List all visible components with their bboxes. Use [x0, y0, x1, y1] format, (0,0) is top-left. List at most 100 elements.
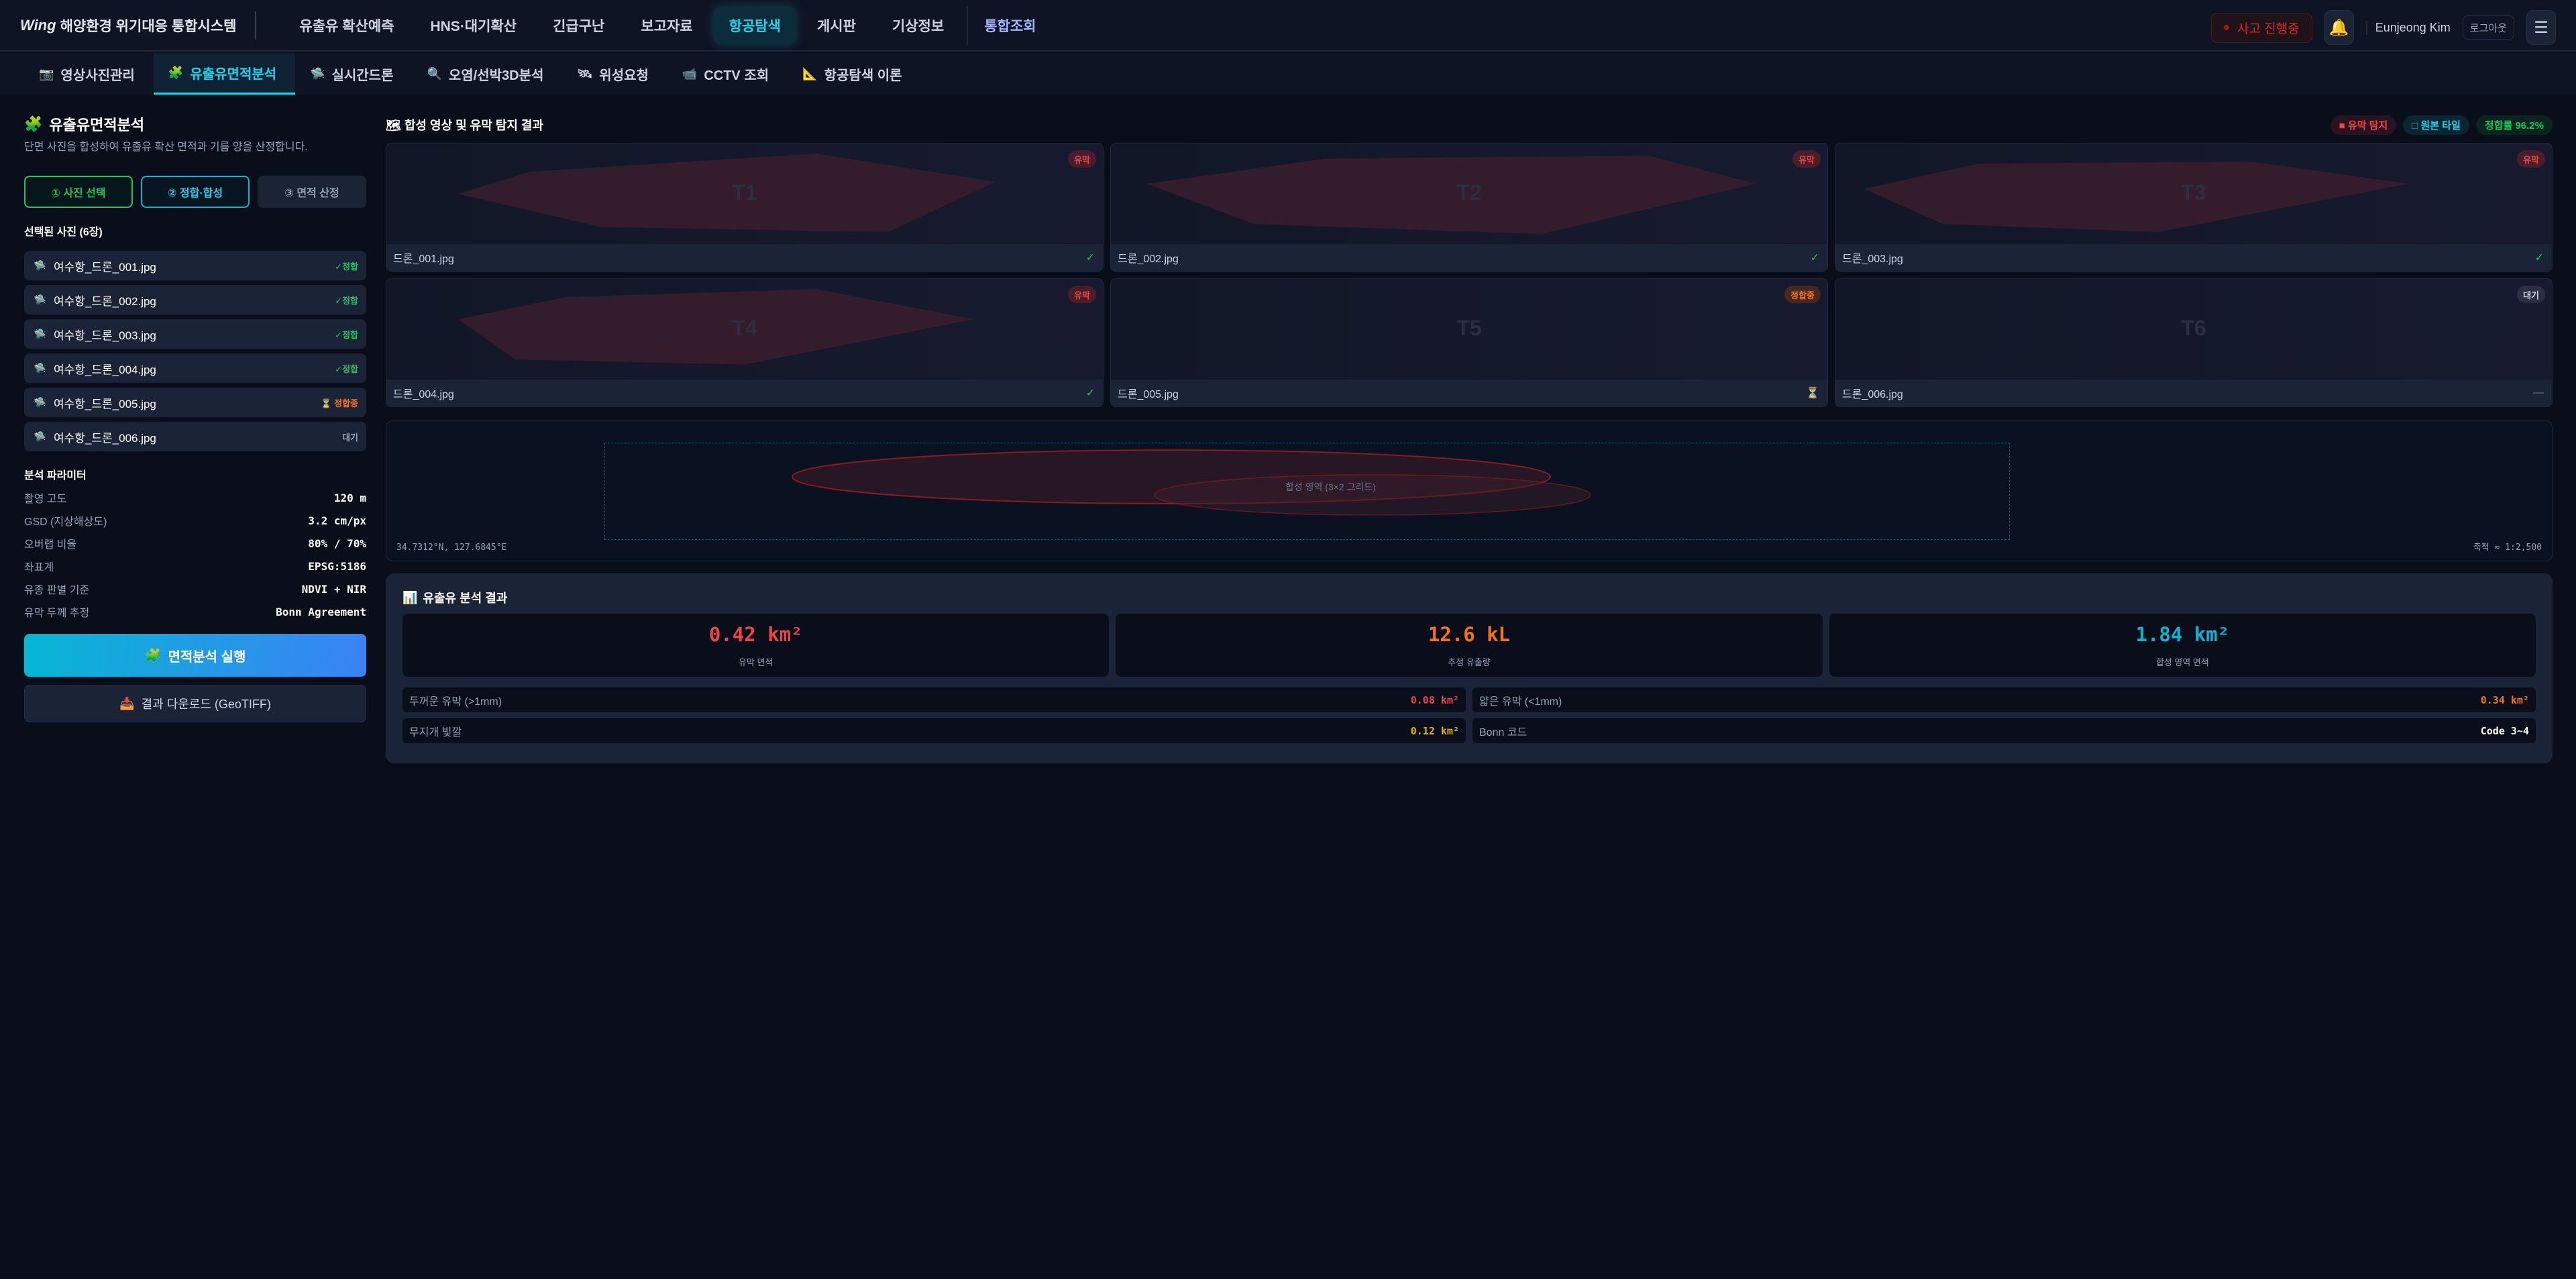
- download-icon: 📥: [119, 696, 135, 710]
- param-label: 오버랩 비율: [24, 539, 77, 551]
- section-title-text: 합성 영상 및 유막 탐지 결과: [404, 119, 544, 132]
- tab-photo-management[interactable]: 📷 영상사진관리: [24, 53, 154, 95]
- tab-aerial-theory[interactable]: 📐 항공탐색 이론: [788, 53, 920, 95]
- button-label: 면적분석 실행: [168, 649, 246, 665]
- app-title: 해양환경 위기대응 통합시스템: [60, 18, 237, 34]
- list-item[interactable]: 🛸 여수항_드론_005.jpg ⏳ 정합중: [24, 388, 366, 417]
- nav-weather[interactable]: 기상정보: [892, 18, 945, 34]
- section-title: 🗺 합성 영상 및 유막 탐지 결과: [386, 116, 543, 133]
- image-tile[interactable]: T2 유막 드론_002.jpg ✓: [1110, 143, 1828, 272]
- triangle-ruler-icon: 📐: [802, 66, 818, 80]
- tab-satellite-request[interactable]: 🛰 위성요청: [562, 53, 667, 95]
- stat-card-oil-area: 0.42 km² 유막 면적: [402, 614, 1110, 677]
- nav-hns-dispersion[interactable]: HNS·대기확산: [430, 18, 517, 34]
- tile-filename: 드론_002.jpg: [1118, 254, 1179, 265]
- param-value: 80% / 70%: [308, 537, 366, 550]
- registration-rate-badge: 정합률 96.2%: [2475, 115, 2553, 135]
- nav-board[interactable]: 게시판: [816, 18, 856, 34]
- param-label: 좌표계: [24, 562, 54, 573]
- tile-label: T2: [1456, 180, 1482, 205]
- status-dot-icon: [2224, 25, 2230, 30]
- run-area-analysis-button[interactable]: 🧩 면적분석 실행: [24, 634, 366, 677]
- tab-label: CCTV 조회: [704, 68, 769, 83]
- app-logo[interactable]: Wing 해양환경 위기대응 통합시스템: [20, 15, 236, 36]
- param-label: 유종 판별 기준: [24, 585, 90, 596]
- image-tile[interactable]: T4 유막 드론_004.jpg ✓: [386, 278, 1104, 407]
- tab-label: 영상사진관리: [60, 68, 135, 83]
- puzzle-icon: 🧩: [168, 66, 184, 79]
- stat-card-estimated-volume: 12.6 kL 추정 유출량: [1116, 614, 1823, 677]
- param-value: 120 m: [333, 491, 366, 504]
- nav-aerial-search[interactable]: 항공탐색: [712, 5, 797, 45]
- satellite-icon: 🛰: [577, 66, 593, 80]
- list-item[interactable]: 🛸 여수항_드론_001.jpg ✓정합: [24, 251, 366, 280]
- step-area-calc[interactable]: ③ 면적 산정: [258, 176, 366, 208]
- incident-status-button[interactable]: 사고 진행중: [2211, 12, 2312, 43]
- stat-label: 유막 면적: [738, 657, 773, 667]
- logout-button[interactable]: 로그아웃: [2462, 15, 2514, 40]
- detail-row: 얇은 유막 (<1mm) 0.34 km²: [1472, 687, 2536, 712]
- image-tile[interactable]: T6 대기 드론_006.jpg —: [1835, 278, 2553, 407]
- detail-value: 0.12 km²: [1410, 724, 1459, 737]
- param-row: 촬영 고도 120 m: [24, 486, 366, 509]
- step-register-merge[interactable]: ② 정합·합성: [141, 176, 250, 208]
- tab-cctv[interactable]: 📹 CCTV 조회: [667, 53, 788, 95]
- legend-original-tile: □ 원본 타일: [2403, 115, 2469, 135]
- step-select-photos[interactable]: ① 사진 선택: [24, 176, 133, 208]
- main-nav: 유출유 확산예측 HNS·대기확산 긴급구난 보고자료 항공탐색 게시판 기상정…: [283, 0, 1056, 50]
- tile-grid: T1 유막 드론_001.jpg ✓ T2 유막 드론_002.jpg ✓ T3 유…: [386, 143, 2553, 407]
- list-item[interactable]: 🛸 여수항_드론_004.jpg ✓정합: [24, 353, 366, 383]
- download-result-button[interactable]: 📥 결과 다운로드 (GeoTIFF): [24, 685, 366, 722]
- oil-slick-polygon: [1864, 162, 2409, 232]
- image-tile[interactable]: T3 유막 드론_003.jpg ✓: [1835, 143, 2553, 272]
- tab-3d-analysis[interactable]: 🔍 오염/선박3D분석: [412, 53, 562, 95]
- status-badge: ✓정합: [335, 329, 358, 340]
- tile-badge: 유막: [1068, 150, 1096, 168]
- drone-icon: 🛸: [34, 260, 46, 272]
- param-label: GSD (지상해상도): [24, 516, 107, 528]
- photo-name: 여수항_드론_002.jpg: [54, 294, 156, 308]
- drone-icon: 🛸: [34, 431, 46, 443]
- oil-slick-ellipses: [792, 449, 1591, 516]
- photo-name: 여수항_드론_004.jpg: [54, 363, 156, 376]
- tab-oil-area-analysis[interactable]: 🧩 유출유면적분석: [153, 53, 296, 95]
- detail-row: 무지개 빛깔 0.12 km²: [402, 718, 1466, 743]
- check-icon: ✓: [2534, 252, 2544, 264]
- list-item[interactable]: 🛸 여수항_드론_006.jpg 대기: [24, 422, 366, 451]
- hamburger-menu-icon: ☰: [2534, 18, 2548, 37]
- tab-realtime-drone[interactable]: 🛸 실시간드론: [295, 53, 412, 95]
- nav-emergency-rescue[interactable]: 긴급구난: [553, 18, 605, 34]
- check-icon: ✓: [1810, 252, 1819, 264]
- panel-description: 단면 사진을 합성하여 유출유 확산 면적과 기름 양을 산정합니다.: [24, 142, 308, 153]
- status-badge: 대기: [342, 432, 358, 443]
- nav-reports[interactable]: 보고자료: [641, 18, 693, 34]
- status-badge: ⏳ 정합중: [321, 398, 358, 408]
- menu-button[interactable]: ☰: [2526, 10, 2556, 45]
- param-value: EPSG:5186: [308, 559, 366, 573]
- param-value: NDVI + NIR: [301, 582, 366, 596]
- cctv-icon: 📹: [682, 66, 698, 80]
- pending-dash: —: [2533, 387, 2544, 398]
- detail-label: 두꺼운 유막 (>1mm): [409, 696, 502, 708]
- stat-value: 0.42 km²: [708, 622, 803, 646]
- composite-map[interactable]: 합성 영역 (3×2 그리드) 34.7312°N, 127.6845°E 축척…: [386, 421, 2553, 561]
- nav-oil-spill-prediction[interactable]: 유출유 확산예측: [299, 18, 394, 34]
- bar-chart-icon: 📊: [402, 590, 418, 604]
- tile-badge: 유막: [2517, 150, 2545, 168]
- notifications-button[interactable]: 🔔: [2324, 10, 2354, 45]
- puzzle-icon: 🧩: [24, 115, 43, 132]
- tile-filename: 드론_003.jpg: [1842, 254, 1903, 265]
- list-item[interactable]: 🛸 여수항_드론_003.jpg ✓정합: [24, 319, 366, 349]
- nav-integrated-search[interactable]: 통합조회: [967, 5, 1052, 45]
- photo-name: 여수항_드론_001.jpg: [54, 260, 156, 274]
- bell-icon: 🔔: [2328, 18, 2349, 37]
- coordinates-readout: 34.7312°N, 127.6845°E: [396, 543, 507, 553]
- param-label: 촬영 고도: [24, 494, 67, 505]
- oil-slick-polygon: [458, 289, 974, 365]
- drone-icon: 🛸: [34, 329, 46, 340]
- stat-label: 추정 유출량: [1448, 657, 1491, 667]
- image-tile[interactable]: T5 정합중 드론_005.jpg ⏳: [1110, 278, 1828, 407]
- photo-name: 여수항_드론_006.jpg: [54, 431, 156, 445]
- list-item[interactable]: 🛸 여수항_드론_002.jpg ✓정합: [24, 285, 366, 315]
- image-tile[interactable]: T1 유막 드론_001.jpg ✓: [386, 143, 1104, 272]
